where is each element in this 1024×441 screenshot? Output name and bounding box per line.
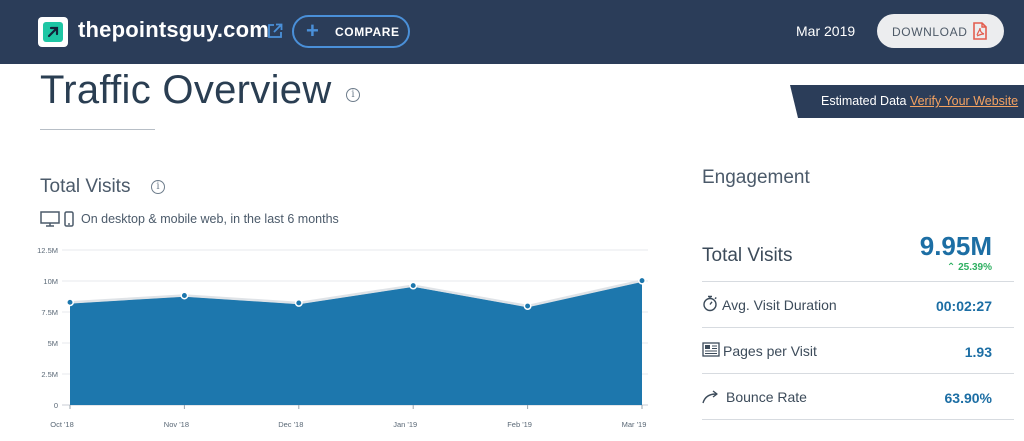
total-visits-title: Total Visits: [40, 176, 131, 197]
date-selector[interactable]: Mar 2019: [796, 23, 856, 39]
x-tick-label: Mar '19: [622, 420, 647, 429]
download-button[interactable]: DOWNLOAD: [877, 14, 1004, 48]
total-visits-change: ⌃ 25.39%: [947, 262, 992, 273]
device-note-text: On desktop & mobile web, in the last 6 m…: [81, 212, 339, 226]
divider: [702, 373, 1014, 374]
engagement-title: Engagement: [702, 167, 810, 188]
top-bar: thepointsguy.com + COMPARE Mar 2019 DOWN…: [0, 0, 1024, 64]
y-tick-label: 7.5M: [41, 308, 58, 317]
info-icon[interactable]: i: [346, 88, 360, 102]
total-visits-label: Total Visits: [702, 245, 793, 266]
estimated-data-text: Estimated Data: [821, 94, 907, 108]
bounce-arrow-icon: [702, 390, 718, 404]
verify-website-link[interactable]: Verify Your Website: [909, 94, 1019, 108]
total-visits-change-value: 25.39%: [958, 262, 992, 273]
data-point: [66, 298, 74, 307]
pages-per-visit-value: 1.93: [964, 344, 992, 360]
data-point: [180, 291, 189, 300]
title-divider: [40, 129, 155, 130]
divider: [702, 281, 1014, 282]
visits-line: [69, 279, 643, 308]
divider: [702, 419, 1014, 420]
y-tick-label: 2.5M: [41, 370, 58, 379]
data-point: [409, 281, 418, 290]
x-tick-label: Dec '18: [278, 420, 303, 429]
data-point: [638, 276, 646, 285]
external-link-icon[interactable]: [267, 23, 283, 39]
pdf-icon: [973, 22, 987, 40]
stopwatch-icon: [703, 295, 717, 312]
pages-per-visit-label: Pages per Visit: [723, 343, 817, 359]
y-tick-label: 12.5M: [37, 246, 58, 255]
download-label: DOWNLOAD: [892, 25, 968, 39]
x-tick-label: Oct '18: [50, 420, 74, 429]
total-visits-chart: 0 2.5M 5M 7.5M 10M 12.5M Oct '18 Nov '18 Dec '18…: [37, 246, 648, 429]
avg-visit-duration-value: 00:02:27: [935, 298, 992, 314]
compare-label: COMPARE: [335, 25, 400, 39]
divider: [702, 327, 1014, 328]
up-arrow-icon: ⌃: [946, 262, 956, 273]
mobile-icon: [64, 211, 74, 227]
y-tick-label: 10M: [43, 277, 58, 286]
desktop-icon: [40, 211, 60, 227]
compare-button[interactable]: + COMPARE: [292, 15, 410, 48]
avg-visit-duration-label: Avg. Visit Duration: [722, 297, 837, 313]
info-icon[interactable]: i: [151, 180, 165, 194]
plus-icon: +: [306, 18, 319, 43]
bounce-rate-value: 63.90%: [944, 390, 992, 406]
engagement-row: Pages per Visit 1.93: [702, 328, 1014, 374]
y-tick-label: 0: [54, 401, 58, 410]
engagement-row: Bounce Rate 63.90%: [702, 374, 1014, 420]
page-title: Traffic Overview: [40, 68, 332, 112]
x-tick-label: Jan '19: [393, 420, 417, 429]
x-tick-label: Feb '19: [507, 420, 532, 429]
site-name: thepointsguy.com: [78, 17, 270, 42]
estimated-data-banner: Estimated Data Verify Your Website: [790, 85, 1024, 118]
engagement-total-visits-row: Total Visits 9.95M ⌃ 25.39%: [702, 222, 1014, 282]
y-tick-label: 5M: [48, 339, 58, 348]
visits-area: [70, 281, 642, 405]
data-point: [523, 302, 532, 310]
bounce-rate-label: Bounce Rate: [726, 389, 807, 405]
x-tick-label: Nov '18: [164, 420, 189, 429]
pages-icon: [702, 342, 720, 357]
engagement-row: Avg. Visit Duration 00:02:27: [702, 282, 1014, 328]
total-visits-value: 9.95M: [919, 231, 992, 261]
site-favicon-icon: [38, 17, 68, 47]
data-point: [294, 298, 303, 307]
